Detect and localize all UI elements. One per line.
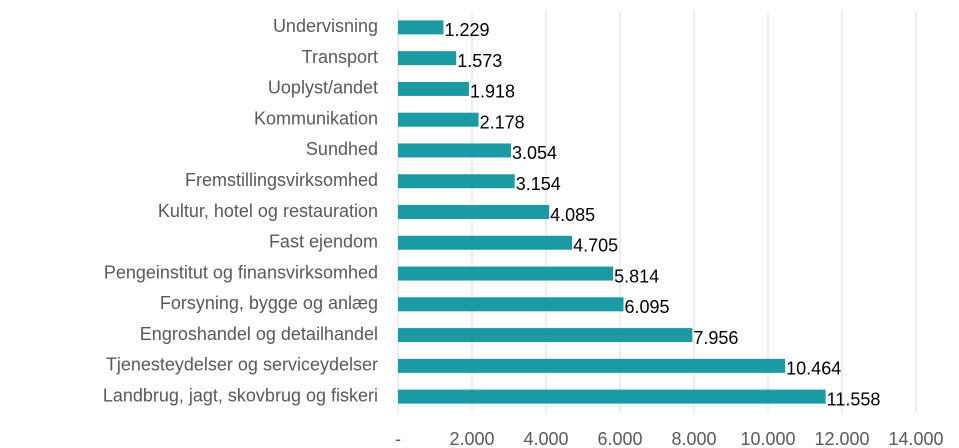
bar (398, 174, 515, 189)
x-tick-label: 8.000 (671, 429, 716, 448)
bar (398, 81, 469, 96)
category-label: Undervisning (273, 16, 378, 36)
category-label: Fremstillingsvirksomhed (185, 170, 378, 190)
bar (398, 328, 693, 343)
data-label: 4.085 (550, 205, 595, 225)
data-label: 3.154 (516, 174, 561, 194)
bar (398, 235, 573, 250)
category-label: Forsyning, bygge og anlæg (160, 293, 378, 313)
bar (398, 112, 479, 127)
bar (398, 143, 511, 158)
x-tick-label: 14.000 (888, 429, 943, 448)
bar (398, 20, 444, 35)
category-label: Uoplyst/andet (268, 78, 378, 98)
data-label: 3.054 (512, 143, 557, 163)
x-tick-label: - (395, 429, 401, 448)
category-label: Kultur, hotel og restauration (158, 201, 378, 221)
bar (398, 358, 786, 373)
data-label: 5.814 (614, 266, 659, 286)
x-tick-label: 4.000 (523, 429, 568, 448)
bar (398, 266, 614, 281)
data-label: 1.918 (470, 82, 515, 102)
data-label: 7.956 (693, 328, 738, 348)
category-label: Pengeinstitut og finansvirksomhed (104, 262, 378, 282)
x-tick-label: 10.000 (740, 429, 795, 448)
bar (398, 389, 826, 404)
data-label: 1.229 (444, 20, 489, 40)
data-label: 6.095 (625, 297, 670, 317)
data-label: 4.705 (573, 236, 618, 256)
x-tick-label: 2.000 (449, 429, 494, 448)
category-label: Sundhed (306, 139, 378, 159)
data-label: 10.464 (786, 359, 841, 379)
x-tick-label: 12.000 (814, 429, 869, 448)
category-label: Tjenesteydelser og serviceydelser (106, 355, 378, 375)
category-label: Fast ejendom (269, 232, 378, 252)
category-label: Transport (302, 47, 378, 67)
data-label: 2.178 (480, 112, 525, 132)
bar (398, 51, 457, 66)
x-tick-label: 6.000 (597, 429, 642, 448)
category-label: Landbrug, jagt, skovbrug og fiskeri (103, 385, 378, 405)
data-label: 1.573 (457, 51, 502, 71)
bar (398, 297, 624, 312)
category-label: Engroshandel og detailhandel (140, 324, 378, 344)
bar (398, 205, 550, 219)
category-label: Kommunikation (254, 108, 378, 128)
data-label: 11.558 (827, 389, 881, 409)
